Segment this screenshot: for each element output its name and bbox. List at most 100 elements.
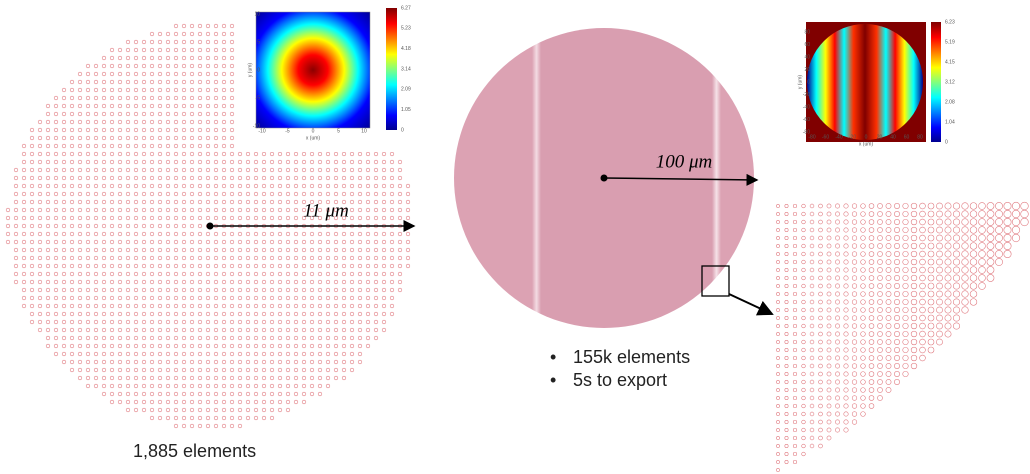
element: [77, 231, 83, 237]
element: [776, 252, 780, 256]
element: [818, 403, 823, 409]
element: [125, 359, 131, 365]
element: [776, 292, 780, 296]
element: [125, 127, 131, 133]
element: [851, 355, 858, 361]
element: [149, 287, 155, 293]
element: [877, 355, 883, 361]
x-tick-label: 5: [337, 128, 340, 134]
element: [149, 31, 155, 37]
element: [868, 363, 875, 369]
element: [902, 362, 909, 370]
element: [77, 335, 83, 341]
x-tick-label: 0: [865, 134, 868, 140]
element: [365, 199, 371, 205]
element: [181, 79, 187, 85]
element: [205, 255, 211, 261]
element: [397, 175, 403, 181]
element: [229, 423, 235, 429]
element: [101, 63, 107, 69]
element: [197, 111, 203, 117]
element: [125, 223, 131, 229]
element: [269, 207, 275, 213]
element: [133, 239, 139, 245]
element: [181, 271, 187, 277]
element: [13, 263, 19, 269]
element: [801, 355, 806, 361]
element: [229, 79, 235, 85]
element: [237, 151, 243, 157]
element: [165, 287, 171, 293]
element: [285, 391, 291, 397]
element: [181, 87, 187, 93]
element: [205, 399, 211, 405]
element: [141, 143, 147, 149]
element: [141, 351, 147, 357]
element: [141, 183, 147, 189]
element: [133, 95, 139, 101]
element: [173, 335, 179, 341]
element: [5, 231, 11, 237]
element: [45, 223, 51, 229]
element: [181, 407, 187, 413]
element: [189, 367, 195, 373]
element: [85, 79, 91, 85]
element: [851, 243, 858, 249]
element: [309, 255, 315, 261]
element: [851, 315, 858, 321]
element: [277, 167, 283, 173]
element: [301, 287, 307, 293]
element: [309, 279, 315, 285]
element: [101, 367, 107, 373]
element: [173, 223, 179, 229]
element: [919, 218, 926, 226]
colorbar-tick-label: 1.04: [945, 119, 955, 125]
element: [325, 263, 331, 269]
element: [317, 239, 323, 245]
element: [776, 212, 780, 216]
element: [381, 183, 387, 189]
element: [213, 215, 219, 221]
element: [69, 367, 75, 373]
element: [277, 335, 283, 341]
element: [125, 119, 131, 125]
element: [341, 255, 347, 261]
element: [37, 191, 43, 197]
element: [61, 319, 67, 325]
element: [405, 231, 411, 237]
element: [93, 119, 99, 125]
element: [229, 271, 235, 277]
element: [269, 383, 275, 389]
element: [133, 207, 139, 213]
element: [125, 55, 131, 61]
element: [902, 234, 909, 242]
element: [133, 295, 139, 301]
element: [93, 71, 99, 77]
element: [784, 372, 789, 376]
element: [93, 223, 99, 229]
element: [826, 259, 832, 265]
element: [189, 55, 195, 61]
element: [141, 247, 147, 253]
element: [261, 263, 267, 269]
element: [818, 435, 823, 441]
element: [117, 295, 123, 301]
element: [341, 231, 347, 237]
element: [801, 283, 806, 289]
element: [53, 135, 59, 141]
element: [157, 167, 163, 173]
element: [237, 247, 243, 253]
element: [309, 151, 315, 157]
element: [181, 151, 187, 157]
element: [792, 275, 798, 281]
element: [141, 231, 147, 237]
element: [69, 135, 75, 141]
element: [333, 183, 339, 189]
element: [93, 367, 99, 373]
element: [894, 251, 900, 257]
element: [277, 271, 283, 277]
element: [885, 387, 892, 393]
element: [165, 159, 171, 165]
element: [69, 271, 75, 277]
element: [37, 319, 43, 325]
